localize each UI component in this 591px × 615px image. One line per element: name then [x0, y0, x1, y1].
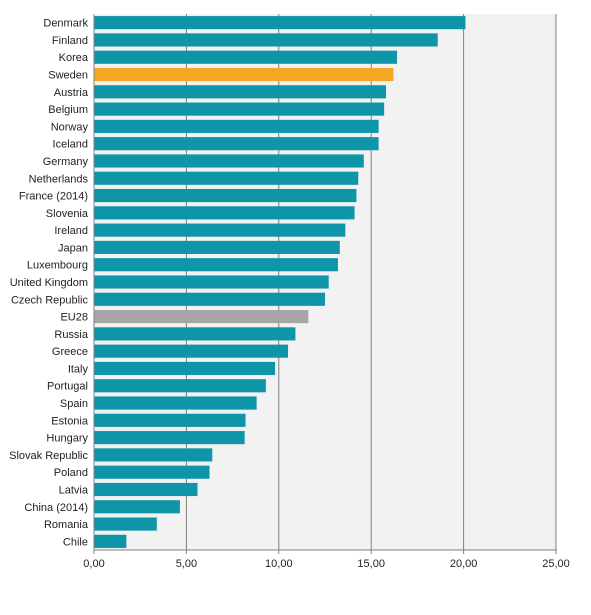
bar	[94, 465, 210, 479]
category-label: Denmark	[43, 18, 88, 30]
bars	[94, 16, 466, 548]
category-label: Spain	[60, 398, 88, 410]
category-label: Romania	[44, 519, 89, 531]
category-label: Estonia	[51, 415, 89, 427]
bar	[94, 154, 364, 168]
category-label: Ireland	[54, 225, 88, 237]
category-label: Belgium	[48, 104, 88, 116]
category-label: Chile	[63, 536, 88, 548]
x-tick-label: 0,00	[83, 558, 104, 570]
bar	[94, 431, 245, 445]
category-label: Greece	[52, 346, 88, 358]
bar	[94, 292, 325, 306]
category-label: Austria	[54, 87, 89, 99]
category-label: Portugal	[47, 381, 88, 393]
category-label: Poland	[54, 467, 88, 479]
category-label: Luxembourg	[27, 260, 88, 272]
bar	[94, 310, 309, 324]
bar	[94, 361, 276, 376]
bar	[94, 33, 438, 47]
bar	[94, 16, 466, 30]
bar	[94, 275, 329, 289]
bar	[94, 534, 127, 548]
bar	[94, 396, 257, 410]
bar	[94, 413, 246, 427]
category-label: Japan	[58, 242, 88, 254]
category-labels: Denmark Finland Korea Sweden Austria Belgium N…	[9, 18, 89, 549]
category-label: Norway	[51, 121, 89, 133]
x-tick-label: 20,00	[450, 558, 478, 570]
bar	[94, 171, 359, 185]
x-tick-label: 5,00	[176, 558, 197, 570]
bar	[94, 344, 289, 358]
bar	[94, 500, 180, 514]
category-label: EU28	[60, 312, 88, 324]
category-label: Czech Republic	[11, 294, 89, 306]
bar	[94, 119, 379, 133]
bar	[94, 137, 379, 151]
category-label: United Kingdom	[10, 277, 88, 289]
category-label: Italy	[68, 363, 89, 375]
category-label: Latvia	[59, 484, 89, 496]
x-tick-label: 10,00	[265, 558, 293, 570]
category-label: Finland	[52, 35, 88, 47]
bar	[94, 206, 355, 220]
category-label: Slovenia	[46, 208, 89, 220]
bar	[94, 50, 398, 64]
bar	[94, 85, 386, 99]
category-label: Korea	[59, 52, 89, 64]
bar	[94, 448, 213, 462]
bar	[94, 102, 385, 116]
category-label: Sweden	[48, 70, 88, 82]
bar	[94, 67, 394, 82]
x-tick-label: 25,00	[542, 558, 570, 570]
bar	[94, 327, 296, 341]
bar	[94, 379, 266, 393]
bar	[94, 482, 198, 497]
bar	[94, 240, 340, 254]
category-label: Hungary	[46, 433, 88, 445]
category-label: France (2014)	[19, 191, 88, 203]
category-label: Germany	[43, 156, 89, 168]
category-label: Netherlands	[29, 173, 89, 185]
x-axis: 0,00 5,00 10,00 15,00 20,00 25,00	[83, 14, 570, 570]
bar	[94, 517, 157, 531]
bar	[94, 258, 338, 272]
x-tick-label: 15,00	[357, 558, 385, 570]
category-label: Iceland	[53, 139, 88, 151]
category-label: Russia	[54, 329, 89, 341]
bar	[94, 188, 357, 203]
category-label: Slovak Republic	[9, 450, 88, 462]
bar	[94, 223, 346, 237]
category-label: China (2014)	[24, 502, 88, 514]
